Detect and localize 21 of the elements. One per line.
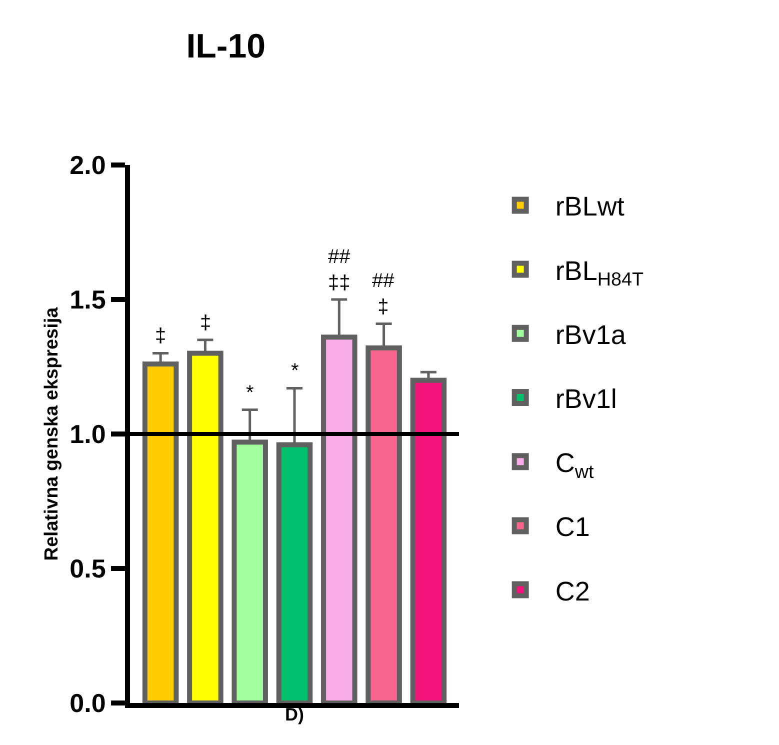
- y-tick-label: 1.0: [70, 419, 106, 450]
- y-axis-title: Relativna genska ekspresija: [41, 306, 62, 561]
- annotation: ‡: [155, 325, 166, 347]
- legend-label: C2: [555, 576, 590, 606]
- legend-label: rBv1a: [555, 320, 627, 350]
- legend-label: rBLwt: [555, 192, 625, 222]
- annotation: ## ‡: [372, 270, 396, 318]
- legend-label: rBL$_{H84T}$: [555, 256, 644, 290]
- y-tick-label: 0.0: [70, 688, 106, 718]
- y-tick-label: 0.5: [70, 554, 106, 584]
- annotation: ‡: [200, 312, 212, 334]
- annotation: *: [291, 360, 299, 382]
- y-tick-label: 2.0: [70, 150, 106, 180]
- legend-label: C1: [555, 512, 590, 542]
- y-tick-label: 1.5: [70, 284, 106, 315]
- annotation: ## ‡‡: [328, 246, 352, 294]
- x-axis-title: D): [285, 704, 304, 724]
- annotation: *: [246, 382, 254, 404]
- legend-label: C$_{wt}$: [555, 448, 594, 483]
- legend-label: rBv1l: [555, 384, 617, 414]
- chart-title: IL-10: [186, 27, 266, 66]
